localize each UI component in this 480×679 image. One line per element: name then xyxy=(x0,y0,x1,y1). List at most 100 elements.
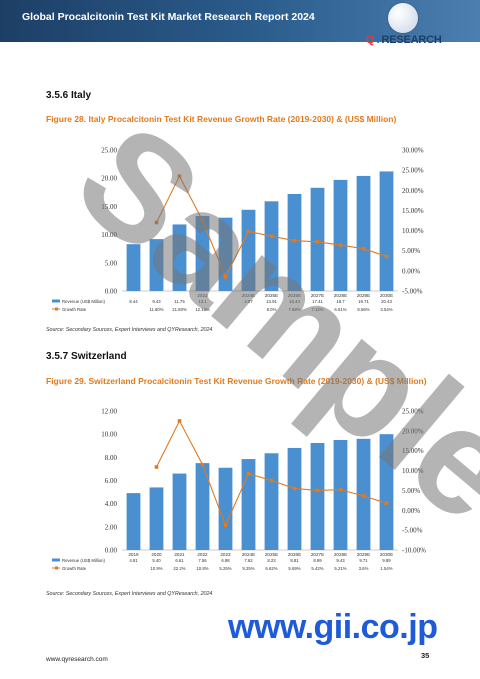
table-cell: 12.15% xyxy=(195,307,210,312)
revenue-bar xyxy=(333,179,348,291)
table-cell: 6.61 xyxy=(175,558,184,563)
y-left-tick-label: 12.00 xyxy=(101,408,117,416)
y-left-tick-label: 0.00 xyxy=(105,288,118,296)
y-right-tick-label: 15.00% xyxy=(402,447,424,455)
y-left-tick-label: 15.00 xyxy=(101,203,117,211)
revenue-bar xyxy=(310,442,325,550)
growth-rate-point xyxy=(269,478,274,483)
growth-rate-point xyxy=(384,501,389,505)
revenue-bar xyxy=(195,463,210,550)
revenue-bar xyxy=(287,193,302,291)
table-cell: 9.71 xyxy=(359,558,368,563)
growth-rate-point xyxy=(269,234,274,239)
y-right-tick-label: -10.00% xyxy=(402,547,426,555)
category-label: 2025E xyxy=(265,552,278,557)
growth-rate-point xyxy=(223,275,228,279)
revenue-bar xyxy=(264,201,279,291)
table-cell: 7.56 xyxy=(198,558,207,563)
source-note-italy: Source: Secondary Sources, Expert Interv… xyxy=(46,327,213,333)
y-right-tick-label: 5.00% xyxy=(402,487,420,495)
table-cell: 11.75 xyxy=(174,299,185,304)
category-label: 2021 xyxy=(174,552,185,557)
legend-swatch-growth-marker xyxy=(55,566,58,570)
table-cell: 3.54% xyxy=(380,307,392,312)
category-label: 2029E xyxy=(357,293,370,298)
table-cell: 13.91 xyxy=(266,299,277,304)
y-left-tick-label: 0.00 xyxy=(105,547,118,555)
growth-rate-point xyxy=(338,243,343,247)
figure-title-switzerland: Figure 29. Switzerland Procalcitonin Tes… xyxy=(46,376,427,386)
category-label: 2024E xyxy=(242,293,255,298)
category-label: 2024E xyxy=(242,552,255,557)
y-right-tick-label: -5.00% xyxy=(402,527,423,535)
growth-rate-point xyxy=(223,523,228,528)
revenue-bar xyxy=(241,209,256,291)
table-cell: 8.0% xyxy=(267,307,277,312)
growth-rate-point xyxy=(200,218,205,223)
table-cell: 8.44 xyxy=(129,299,138,304)
legend-series-name: Growth Rate xyxy=(62,307,87,312)
table-cell: 5.56% xyxy=(357,307,369,312)
italy-revenue-chart: 25.00 20.00 15.00 10.00 5.00 0.00 30.00% 25.00%… xyxy=(52,147,424,312)
revenue-bar xyxy=(126,493,141,550)
legend-series-name: Revenue (US$ Million) xyxy=(62,299,106,304)
category-label: 2022 xyxy=(197,552,208,557)
table-cell: 10.8% xyxy=(196,566,208,571)
category-label: 2030E xyxy=(380,293,393,298)
table-cell: 18.7 xyxy=(336,299,345,304)
table-cell: 16.44 xyxy=(289,299,300,304)
y-left-tick-label: 8.00 xyxy=(105,454,118,462)
table-cell: 3.6% xyxy=(359,566,369,571)
y-right-tick-label: 5.00% xyxy=(402,247,420,255)
y-right-tick-label: 10.00% xyxy=(402,227,424,235)
legend-swatch-revenue xyxy=(52,299,60,303)
growth-rate-point xyxy=(200,462,205,467)
y-right-tick-label: 25.00% xyxy=(402,167,424,175)
section-heading-switzerland: 3.5.7 Switzerland xyxy=(46,351,127,362)
y-right-tick-label: 20.00% xyxy=(402,427,424,435)
y-left-tick-label: 10.00 xyxy=(101,231,117,239)
growth-rate-point xyxy=(177,174,182,178)
table-cell: 9.25% xyxy=(242,566,254,571)
table-cell: 1.54% xyxy=(380,566,392,571)
legend-series-name: Revenue (US$ Million) xyxy=(62,558,106,563)
growth-rate-point xyxy=(361,494,366,498)
y-right-tick-label: 0.00% xyxy=(402,267,420,275)
table-cell: 5.40 xyxy=(152,558,161,563)
revenue-bar xyxy=(310,187,325,291)
table-cell: 7.62 xyxy=(244,558,253,563)
y-left-tick-label: 25.00 xyxy=(101,147,117,155)
gii-url-watermark: www.gii.co.jp xyxy=(228,608,438,646)
growth-rate-point xyxy=(338,487,343,492)
growth-rate-point xyxy=(384,254,389,259)
logo-text: QYRESEARCH xyxy=(366,34,442,46)
table-cell: 20.43 xyxy=(381,299,392,304)
report-title: Global Procalcitonin Test Kit Market Res… xyxy=(22,11,315,23)
qyresearch-logo: QYRESEARCH xyxy=(366,3,464,55)
table-cell: 9.43 xyxy=(152,299,161,304)
y-left-tick-label: 6.00 xyxy=(105,477,118,485)
y-right-tick-label: 0.00% xyxy=(402,507,420,515)
category-label: 2026E xyxy=(288,293,301,298)
table-cell: 6.51% xyxy=(334,307,346,312)
legend-series-name: Growth Rate xyxy=(62,566,87,571)
table-cell: 10.9% xyxy=(150,566,162,571)
table-cell: 7.12% xyxy=(311,307,323,312)
growth-rate-point xyxy=(315,488,320,493)
category-label: 2027E xyxy=(311,552,324,557)
table-cell: 11.80% xyxy=(149,307,163,312)
revenue-bar xyxy=(149,487,164,550)
table-cell: 9.43 xyxy=(336,558,345,563)
legend-swatch-growth-marker xyxy=(55,307,58,311)
y-right-tick-label: 25.00% xyxy=(402,408,424,416)
category-label: 2030E xyxy=(380,552,393,557)
revenue-bar xyxy=(379,171,394,291)
table-cell: 8.23 xyxy=(267,558,276,563)
revenue-bar xyxy=(379,434,394,550)
y-right-tick-label: 20.00% xyxy=(402,187,424,195)
figure-title-italy: Figure 28. Italy Procalcitonin Test Kit … xyxy=(46,114,397,124)
revenue-bar xyxy=(264,453,279,550)
source-note-switzerland: Source: Secondary Sources, Expert Interv… xyxy=(46,591,213,597)
revenue-bar xyxy=(333,439,348,550)
table-cell: 5.69% xyxy=(288,566,300,571)
